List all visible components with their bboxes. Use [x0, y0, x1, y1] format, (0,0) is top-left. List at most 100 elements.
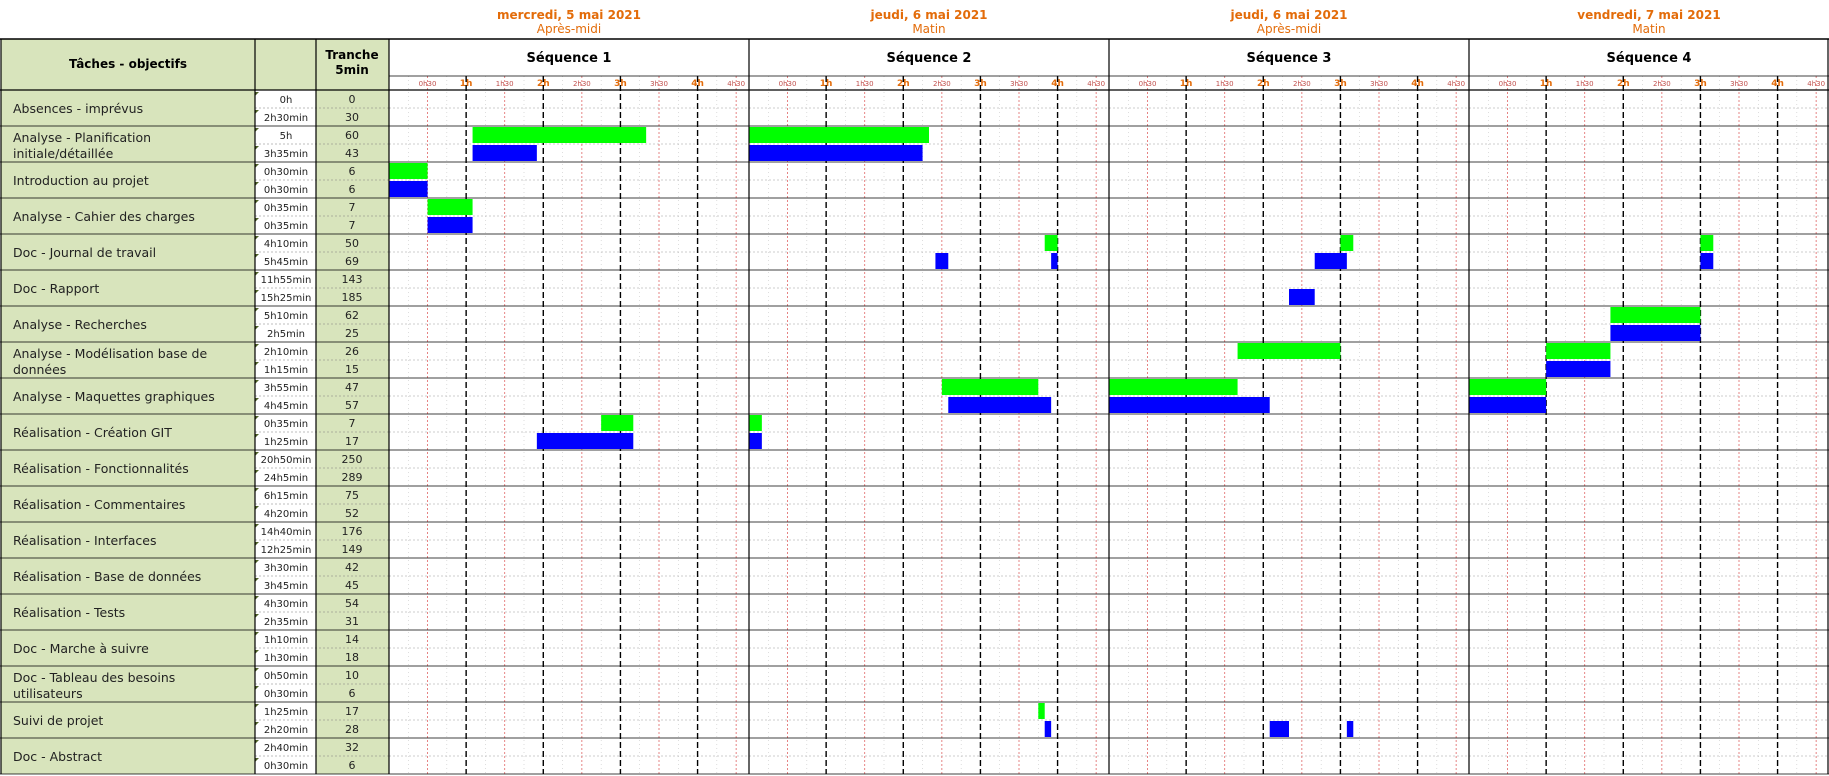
actual-slots: 57	[345, 399, 359, 412]
cell-marker	[255, 128, 259, 132]
actual-bar	[389, 181, 428, 197]
actual-slots: 31	[345, 615, 359, 628]
slot-column-bg	[316, 39, 389, 774]
cell-marker	[255, 740, 259, 744]
actual-duration: 5h45min	[264, 257, 308, 268]
cell-marker	[255, 524, 259, 528]
actual-slots: 43	[345, 147, 359, 160]
planned-slots: 60	[345, 129, 359, 142]
planned-duration: 5h10min	[264, 311, 308, 322]
slot-header-line1: Tranche	[325, 48, 378, 62]
cell-marker	[255, 704, 259, 708]
day-label: jeudi, 6 mai 2021	[869, 8, 987, 22]
actual-duration: 3h35min	[264, 149, 308, 160]
cell-marker	[255, 110, 259, 114]
cell-marker	[255, 452, 259, 456]
task-name: Analyse - Maquettes graphiques	[13, 389, 215, 404]
time-tick-label: 2h	[537, 79, 550, 89]
actual-bar	[1051, 253, 1058, 269]
planned-duration: 14h40min	[261, 527, 312, 538]
task-name: Introduction au projet	[13, 173, 149, 188]
planned-slots: 50	[345, 237, 359, 250]
task-name: Doc - Marche à suivre	[13, 641, 149, 656]
actual-slots: 25	[345, 327, 359, 340]
actual-slots: 30	[345, 111, 359, 124]
actual-duration: 0h35min	[264, 221, 308, 232]
cell-marker	[255, 668, 259, 672]
planned-duration: 20h50min	[261, 455, 312, 466]
planned-slots: 143	[342, 273, 363, 286]
actual-bar	[536, 433, 634, 449]
time-tick-label: 3h	[974, 79, 987, 89]
planned-bar	[749, 127, 929, 143]
actual-slots: 6	[349, 759, 356, 772]
task-name: Doc - Tableau des besoins utilisateurs	[13, 670, 175, 701]
actual-duration: 12h25min	[261, 545, 312, 556]
period-label: Après-midi	[537, 22, 601, 36]
cell-marker	[255, 236, 259, 240]
actual-duration: 1h30min	[264, 653, 308, 664]
actual-bar	[948, 397, 1052, 413]
cell-marker	[255, 416, 259, 420]
actual-bar	[1546, 361, 1611, 377]
duration-column-bg	[255, 39, 316, 774]
day-label: vendredi, 7 mai 2021	[1577, 8, 1720, 22]
actual-slots: 18	[345, 651, 359, 664]
time-tick-label: 4h	[1771, 79, 1784, 89]
actual-duration: 4h20min	[264, 509, 308, 520]
planned-duration: 0h	[280, 95, 293, 106]
planned-slots: 10	[345, 669, 359, 682]
task-name: Réalisation - Base de données	[13, 569, 201, 584]
actual-bar	[1346, 721, 1354, 737]
cell-marker	[255, 398, 259, 402]
actual-slots: 289	[342, 471, 363, 484]
planned-duration: 4h30min	[264, 599, 308, 610]
cell-marker	[255, 434, 259, 438]
actual-duration: 2h5min	[267, 329, 305, 340]
planned-bar	[1546, 343, 1611, 359]
time-tick-label: 3h	[614, 79, 627, 89]
planned-slots: 32	[345, 741, 359, 754]
time-tick-label: 4h	[691, 79, 704, 89]
actual-duration: 0h30min	[264, 761, 308, 772]
task-name: Réalisation - Commentaires	[13, 497, 185, 512]
actual-duration: 1h15min	[264, 365, 308, 376]
task-name: Doc - Rapport	[13, 281, 99, 296]
planned-duration: 2h40min	[264, 743, 308, 754]
planned-duration: 3h30min	[264, 563, 308, 574]
planned-duration: 0h35min	[264, 419, 308, 430]
actual-bar	[1469, 397, 1547, 413]
actual-bar	[427, 217, 473, 233]
actual-duration: 24h5min	[264, 473, 308, 484]
sequence-label: Séquence 1	[527, 51, 612, 66]
planned-bar	[1700, 235, 1714, 251]
task-name: Analyse - Modélisation base de données	[13, 346, 207, 377]
actual-bar	[1289, 289, 1315, 305]
task-name: Suivi de projet	[13, 713, 103, 728]
actual-duration: 0h30min	[264, 689, 308, 700]
day-label: mercredi, 5 mai 2021	[497, 8, 641, 22]
time-tick-label: 1h	[820, 79, 833, 89]
cell-marker	[255, 272, 259, 276]
period-label: Matin	[912, 22, 945, 36]
planned-slots: 7	[349, 201, 356, 214]
task-name: Analyse - Recherches	[13, 317, 147, 332]
actual-bar	[1269, 721, 1289, 737]
tasks-header: Tâches - objectifs	[69, 57, 187, 71]
time-tick-label: 2h	[897, 79, 910, 89]
planned-bar	[941, 379, 1039, 395]
cell-marker	[255, 632, 259, 636]
planned-slots: 42	[345, 561, 359, 574]
cell-marker	[255, 488, 259, 492]
actual-duration: 2h30min	[264, 113, 308, 124]
planned-bar	[1469, 379, 1547, 395]
planned-bar	[1038, 703, 1045, 719]
actual-bar	[749, 145, 923, 161]
planned-bar	[427, 199, 473, 215]
cell-marker	[255, 146, 259, 150]
planned-bar	[1044, 235, 1058, 251]
cell-marker	[255, 722, 259, 726]
planned-slots: 54	[345, 597, 359, 610]
slot-header-line2: 5min	[335, 63, 369, 77]
planned-slots: 7	[349, 417, 356, 430]
